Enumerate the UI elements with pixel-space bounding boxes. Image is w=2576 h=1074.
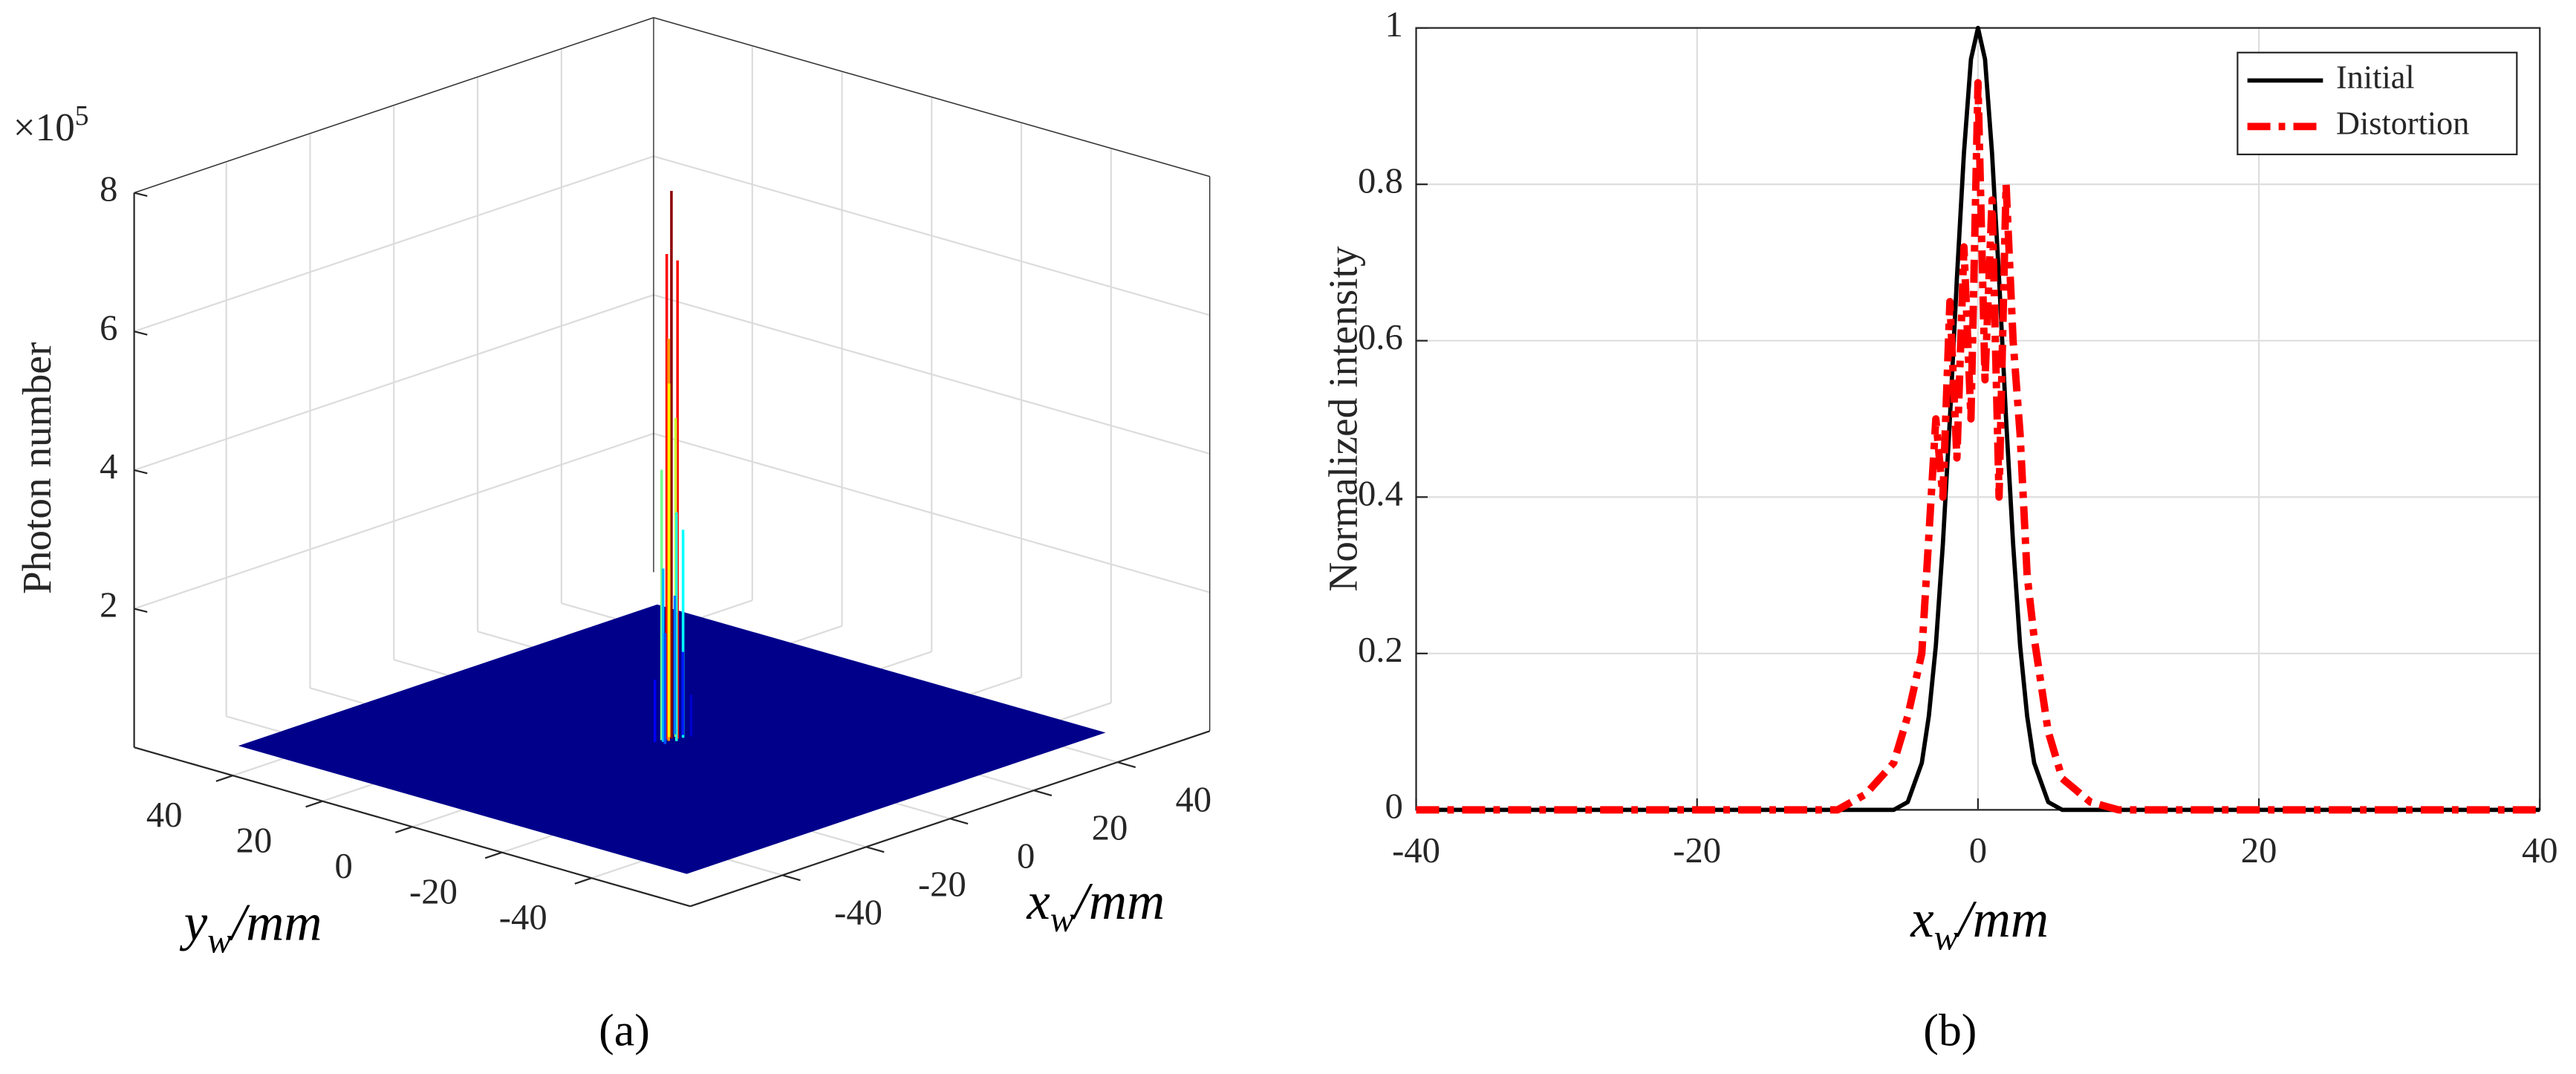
y-tick-label: 0.2 — [1358, 630, 1403, 670]
y-tick-label: 0.8 — [1358, 160, 1403, 201]
surface — [238, 604, 1106, 874]
y-tick-label: 20 — [236, 820, 273, 860]
series-line — [1416, 79, 2540, 814]
legend-box — [2237, 51, 2518, 156]
x-tick-label: 20 — [1092, 807, 1128, 847]
z-tick-label: 6 — [100, 307, 117, 348]
z-tick-label: 2 — [100, 585, 117, 625]
y-tick-label: 0.6 — [1358, 317, 1403, 357]
y-tick-label: -20 — [409, 871, 458, 911]
grid-line — [134, 293, 654, 471]
y-tick-label: 1 — [1385, 4, 1402, 45]
legend-label: Initial — [2336, 59, 2415, 96]
y-tick-label: 40 — [146, 795, 183, 835]
label-sub: w — [207, 921, 232, 961]
axis-line — [134, 746, 691, 908]
tick — [395, 826, 413, 833]
grid-line — [653, 293, 1210, 455]
z-axis-label: Photon number — [14, 342, 59, 594]
x-tick-label: -20 — [1673, 830, 1721, 870]
x-tick-label: -40 — [1392, 830, 1440, 870]
tick — [215, 775, 233, 782]
tick — [134, 469, 148, 475]
tick — [782, 874, 801, 882]
y-tick-label: 0 — [335, 846, 353, 886]
tick — [484, 851, 503, 859]
y-tick-label: 0 — [1385, 787, 1402, 827]
label-unit: /mm — [229, 894, 322, 952]
x-tick-label: 0 — [1017, 836, 1035, 876]
label-unit: /mm — [1955, 891, 2049, 948]
x-tick-label: -20 — [918, 865, 966, 905]
tick — [949, 818, 969, 825]
multiplier-exponent: 5 — [75, 101, 89, 131]
x-axis-label: xw/mm — [1910, 891, 2049, 957]
tick — [574, 877, 592, 885]
tick — [305, 800, 323, 808]
y-tick-label: 0.4 — [1358, 473, 1403, 513]
label-main: x — [1910, 891, 1933, 948]
z-tick-label: 4 — [100, 446, 117, 486]
caption: (a) — [599, 1006, 650, 1056]
tick — [134, 608, 148, 614]
axis-line — [653, 17, 1210, 178]
grid-line — [134, 155, 654, 333]
x-tick-label: 40 — [1175, 779, 1211, 819]
series-line — [1416, 25, 2540, 813]
axis-line — [134, 17, 654, 194]
x-tick-label: 0 — [1969, 830, 1987, 870]
tick — [1117, 761, 1136, 769]
tick — [134, 192, 148, 198]
grid-line — [653, 155, 1210, 316]
multiplier-base: ×10 — [13, 106, 75, 149]
x-axis-label: xw/mm — [1026, 873, 1165, 940]
caption: (b) — [1923, 1006, 1977, 1056]
z-multiplier: ×105 — [13, 101, 89, 149]
legend-label: Distortion — [2336, 105, 2469, 141]
z-tick-label: 8 — [100, 169, 117, 209]
y-axis-label: Normalized intensity — [1320, 246, 1365, 592]
x-tick-label: 20 — [2241, 830, 2277, 870]
label-unit: /mm — [1071, 873, 1165, 931]
label-sub: w — [1050, 899, 1075, 940]
tick — [1033, 790, 1053, 797]
tick — [134, 331, 148, 336]
label-main: x — [1026, 873, 1050, 931]
y-tick-label: -40 — [499, 897, 547, 937]
grid-line — [134, 432, 654, 610]
label-sub: w — [1934, 917, 1959, 957]
tick — [865, 846, 885, 853]
y-axis-label: yw/mm — [180, 894, 322, 961]
label-main: y — [180, 894, 208, 952]
x-tick-label: -40 — [834, 893, 882, 933]
grid-line — [653, 432, 1210, 593]
x-tick-label: 40 — [2522, 830, 2558, 870]
